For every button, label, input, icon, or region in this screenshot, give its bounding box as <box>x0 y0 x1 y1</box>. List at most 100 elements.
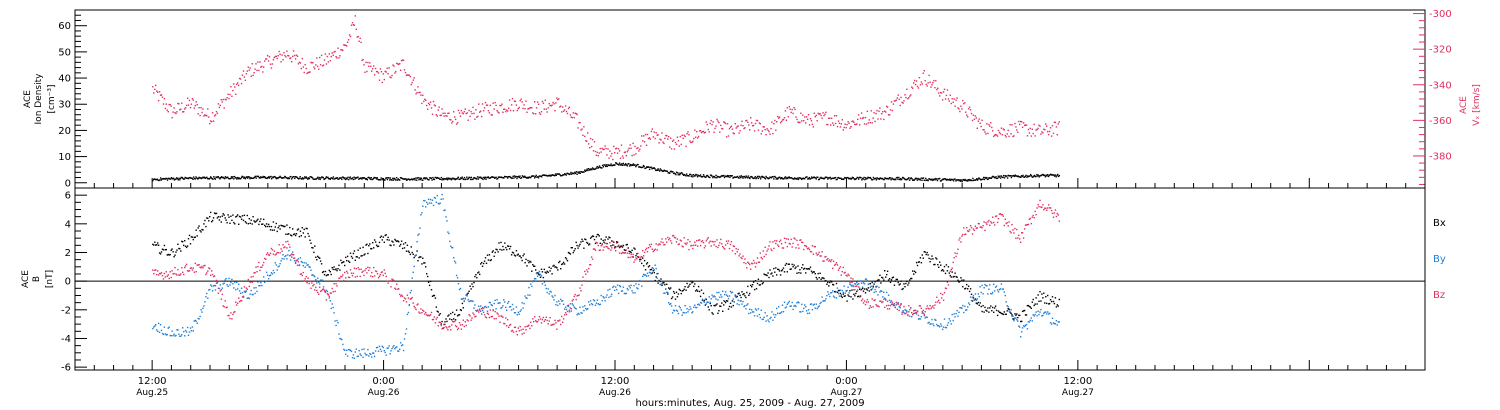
density-point <box>395 179 397 181</box>
by-point <box>995 285 998 287</box>
by-point <box>382 346 384 349</box>
bz-point <box>602 249 604 251</box>
bz-point <box>713 244 715 246</box>
by-point <box>1019 326 1021 328</box>
density-point <box>982 178 984 180</box>
bx-point <box>306 227 308 230</box>
by-point <box>414 255 416 257</box>
bx-point <box>670 297 673 300</box>
density-point <box>527 177 530 179</box>
by-point <box>193 320 195 322</box>
bx-point <box>899 283 901 285</box>
density-point <box>517 175 520 178</box>
bz-point <box>413 305 415 308</box>
density-point <box>382 178 385 181</box>
bz-point <box>711 240 713 243</box>
by-point <box>736 303 738 305</box>
vx-point <box>192 99 194 101</box>
density-point <box>936 179 939 182</box>
bz-point <box>490 316 492 318</box>
bz-point <box>724 248 726 250</box>
by-point <box>443 209 445 212</box>
bx-point <box>642 257 644 259</box>
bx-point <box>902 287 904 290</box>
by-point <box>517 311 519 314</box>
vx-point <box>917 87 920 89</box>
vx-point <box>207 108 209 110</box>
density-point <box>456 177 459 179</box>
by-point <box>402 349 405 352</box>
vx-point <box>724 122 727 125</box>
by-point <box>292 251 294 253</box>
bz-point <box>714 240 716 243</box>
by-point <box>831 292 833 294</box>
bz-point <box>615 250 617 252</box>
vx-point <box>923 70 925 72</box>
by-point <box>259 285 261 287</box>
vx-point <box>932 81 934 84</box>
bx-point <box>180 250 182 252</box>
by-point <box>780 311 783 313</box>
vx-point <box>837 120 840 122</box>
by-point <box>461 298 464 300</box>
bx-point <box>416 250 418 252</box>
by-point <box>1049 322 1052 324</box>
by-point <box>698 304 701 306</box>
bz-point <box>180 273 182 275</box>
by-point <box>594 304 597 306</box>
density-point <box>266 177 268 180</box>
vx-point <box>890 101 893 103</box>
bx-point <box>250 219 252 221</box>
vx-point <box>354 15 356 17</box>
bx-point <box>552 265 554 267</box>
bx-point <box>661 284 663 287</box>
vx-point <box>886 105 888 108</box>
vx-point <box>1024 124 1027 126</box>
density-point <box>876 177 878 179</box>
bz-point <box>252 275 254 278</box>
by-point <box>465 294 467 296</box>
bz-point <box>481 306 484 309</box>
by-point <box>861 286 864 288</box>
bz-point <box>720 238 722 241</box>
by-point <box>520 309 522 311</box>
bz-point <box>238 300 241 303</box>
density-point <box>916 179 918 181</box>
by-point <box>209 288 211 291</box>
bx-point <box>885 276 887 278</box>
vx-point <box>887 114 890 116</box>
vx-point <box>1004 134 1006 137</box>
vx-point <box>690 141 692 144</box>
by-point <box>249 293 251 295</box>
by-point <box>973 298 976 301</box>
vx-point <box>310 61 312 64</box>
bx-point <box>228 216 230 218</box>
bz-point <box>240 300 243 302</box>
vx-point <box>334 50 336 53</box>
bx-point <box>918 261 921 263</box>
density-point <box>898 176 900 179</box>
bx-point <box>558 261 560 264</box>
by-point <box>886 300 889 302</box>
vx-point <box>388 67 390 69</box>
vx-point <box>621 155 624 157</box>
vx-point <box>847 121 849 123</box>
density-point <box>851 176 854 179</box>
bx-point <box>182 241 184 243</box>
by-point <box>550 291 552 293</box>
bx-point <box>590 236 593 238</box>
density-point <box>860 177 862 179</box>
bx-point <box>620 245 623 247</box>
vx-point <box>886 106 889 108</box>
bx-point <box>493 255 495 257</box>
bx-point <box>593 238 596 241</box>
vx-point <box>508 99 511 101</box>
by-point <box>635 283 637 285</box>
bx-point <box>599 242 601 244</box>
bx-point <box>794 267 796 270</box>
bx-point <box>156 244 158 246</box>
vx-point <box>687 131 689 133</box>
bz-point <box>585 273 587 275</box>
vx-point <box>162 103 165 105</box>
bz-point <box>473 313 475 316</box>
